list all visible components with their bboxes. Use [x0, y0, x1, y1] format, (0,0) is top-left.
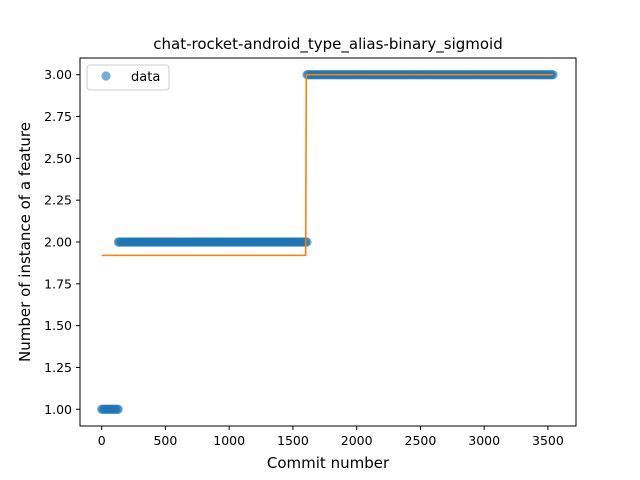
chart-title: chat-rocket-android_type_alias-binary_si… — [153, 35, 502, 54]
legend-marker — [101, 71, 111, 81]
y-tick-label: 2.50 — [44, 151, 72, 166]
y-tick-label: 1.25 — [44, 360, 72, 375]
x-tick-label: 2000 — [341, 433, 373, 448]
y-tick-label: 1.75 — [44, 276, 72, 291]
fit-line — [101, 73, 554, 257]
data-point — [302, 237, 312, 247]
x-tick-label: 1500 — [277, 433, 309, 448]
x-axis-label: Commit number — [267, 454, 390, 472]
y-tick-label: 2.25 — [44, 193, 72, 208]
legend-label: data — [131, 70, 160, 85]
x-tick-label: 1000 — [213, 433, 245, 448]
x-tick-label: 3000 — [468, 433, 500, 448]
data-point — [548, 70, 558, 80]
y-tick-label: 1.00 — [44, 402, 72, 417]
data-point — [113, 404, 123, 414]
y-tick-label: 2.75 — [44, 109, 72, 124]
plot-area: 0 500 1000 1500 2000 2500 3000 3500 1.00 1.25 1.50… — [44, 57, 577, 448]
y-axis-label: Number of instance of a feature — [16, 122, 34, 362]
y-tick-label: 3.00 — [44, 67, 72, 82]
x-tick-label: 2500 — [405, 433, 437, 448]
y-tick-label: 2.00 — [44, 235, 72, 250]
legend-box — [86, 64, 170, 91]
x-tick-label: 0 — [98, 433, 106, 448]
y-tick-label: 1.50 — [44, 318, 72, 333]
x-tick-label: 500 — [153, 433, 177, 448]
x-tick-label: 3500 — [532, 433, 564, 448]
